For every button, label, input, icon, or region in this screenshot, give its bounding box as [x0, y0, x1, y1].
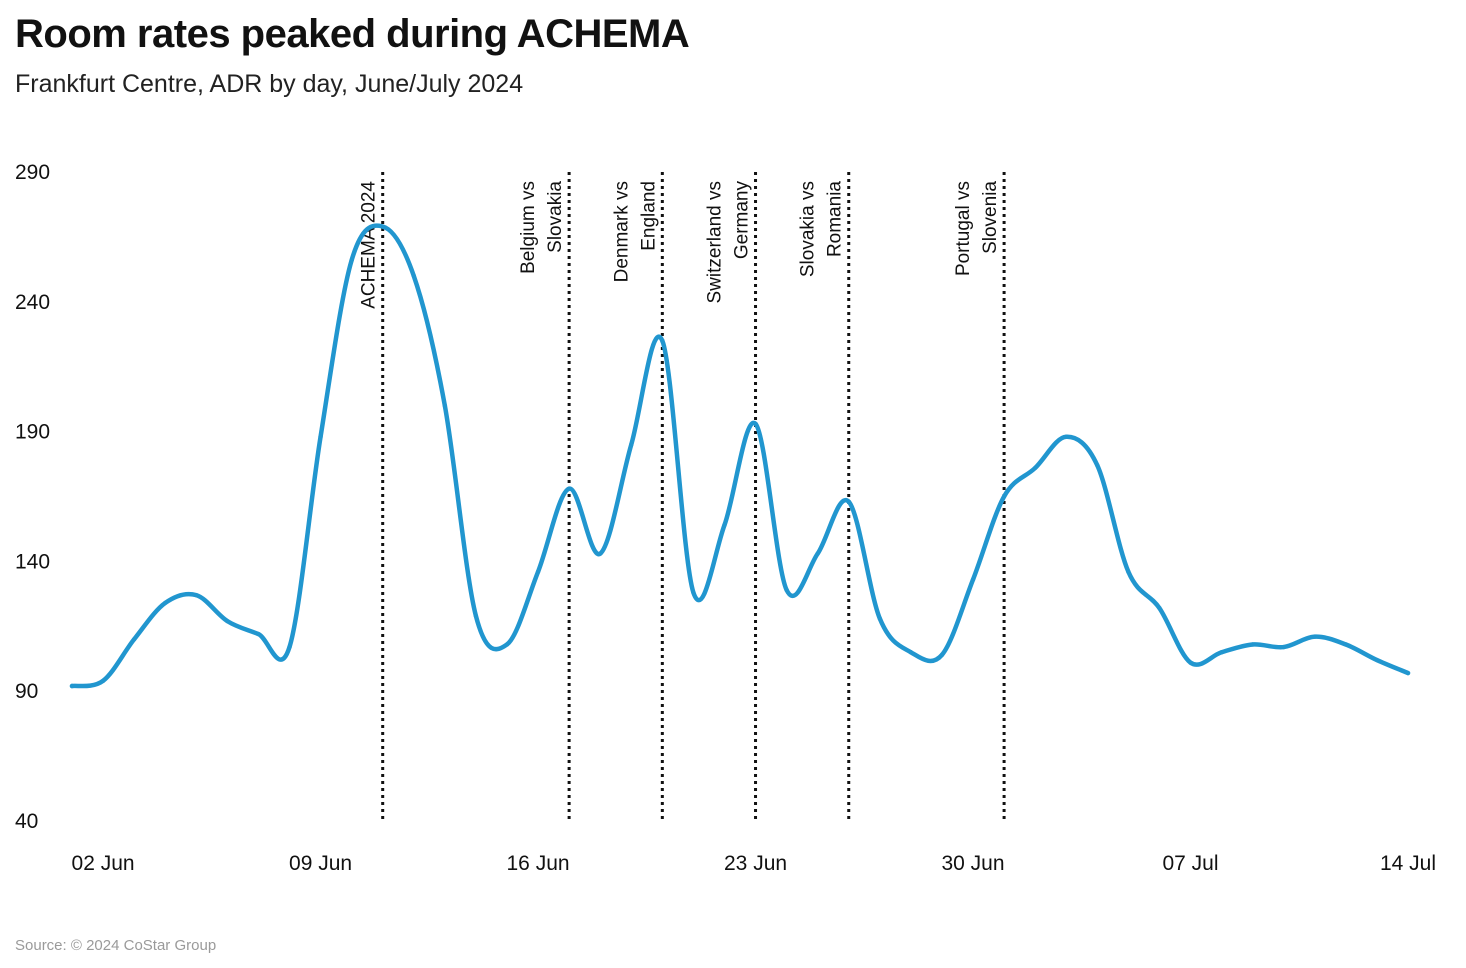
data-point [287, 644, 292, 650]
x-tick-label: 09 Jun [289, 852, 352, 875]
chart-subtitle: Frankfurt Centre, ADR by day, June/July … [15, 70, 524, 98]
series-group [69, 223, 1411, 689]
event-label: Portugal vs [953, 181, 974, 276]
data-point [411, 273, 416, 279]
data-point [535, 569, 541, 574]
event-label: Belgium vs [518, 181, 539, 274]
data-point [194, 592, 199, 598]
data-point [1250, 642, 1255, 647]
data-point [908, 650, 914, 655]
y-tick-label: 140 [15, 550, 50, 573]
data-point [442, 403, 448, 408]
data-point [815, 551, 820, 556]
data-point [1343, 642, 1349, 647]
data-point [753, 421, 758, 427]
x-tick-label: 07 Jul [1162, 852, 1218, 875]
data-point [256, 631, 261, 637]
data-point [1001, 494, 1007, 499]
data-point [318, 434, 323, 439]
data-point [225, 618, 230, 624]
data-point [877, 616, 883, 621]
data-point [1064, 434, 1069, 439]
x-tick-label: 23 Jun [724, 852, 787, 875]
data-point [597, 551, 603, 556]
data-point [1188, 660, 1193, 665]
x-tick-label: 14 Jul [1380, 852, 1436, 875]
event-label: Slovakia vs [798, 181, 819, 277]
x-axis: 02 Jun 09 Jun 16 Jun 23 Jun 30 Jun 07 Jul 14 J… [72, 852, 1436, 875]
event-label: Slovakia [545, 181, 566, 253]
data-point [1157, 605, 1162, 611]
data-point [473, 613, 479, 619]
data-point [1095, 463, 1100, 468]
data-point [163, 600, 168, 606]
data-point [939, 652, 945, 658]
data-point [1281, 644, 1286, 650]
data-point [1032, 465, 1038, 471]
y-tick-label: 40 [15, 810, 38, 833]
source-note: Source: © 2024 CoStar Group [15, 937, 217, 954]
data-point [1374, 657, 1380, 663]
event-label: ACHEMA 2024 [359, 181, 380, 309]
event-label: Romania [825, 181, 846, 257]
x-tick-label: 02 Jun [72, 852, 135, 875]
data-point [1405, 670, 1411, 676]
data-point [660, 338, 665, 343]
data-point [629, 442, 634, 447]
data-point [566, 486, 572, 491]
data-point [722, 522, 727, 528]
data-point [349, 258, 354, 263]
y-tick-label: 90 [15, 680, 38, 703]
data-point [846, 499, 851, 504]
data-point [691, 590, 696, 595]
event-label: Switzerland vs [705, 181, 726, 304]
data-point [69, 683, 75, 689]
adr-series-line [69, 223, 1411, 689]
data-point [1126, 569, 1131, 574]
chart-title: Room rates peaked during ACHEMA [15, 12, 690, 56]
data-point [504, 642, 510, 647]
data-point [970, 577, 976, 582]
y-tick-label: 290 [15, 161, 50, 184]
event-label: Slovenia [980, 181, 1001, 254]
event-label: England [638, 181, 659, 251]
x-tick-label: 30 Jun [941, 852, 1004, 875]
y-tick-label: 240 [15, 291, 50, 314]
data-point [1312, 634, 1317, 639]
data-point [380, 224, 385, 229]
data-point [1219, 650, 1224, 655]
data-point [131, 637, 137, 642]
y-axis: 40 90 140 190 240 290 [15, 161, 50, 833]
event-label: Denmark vs [611, 181, 632, 282]
y-tick-label: 190 [15, 421, 50, 444]
data-point [100, 678, 106, 684]
x-tick-label: 16 Jun [507, 852, 570, 875]
event-label: Germany [732, 181, 753, 260]
data-point [784, 587, 789, 593]
